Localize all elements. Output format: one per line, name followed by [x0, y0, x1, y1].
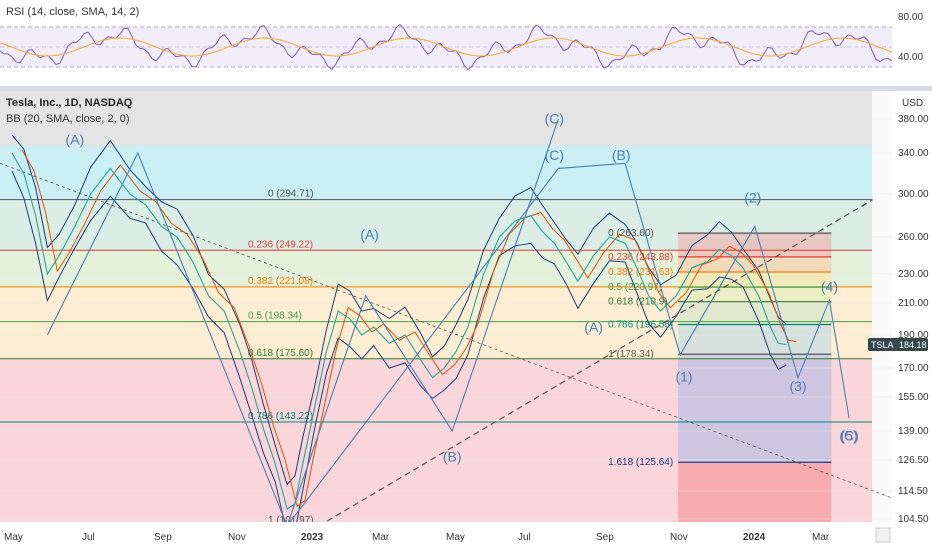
currency-label: USD [902, 98, 923, 109]
price-axis[interactable] [892, 91, 932, 550]
downtrend-line [0, 162, 893, 499]
fib-right-label-0.382: 0.382 (231.63) [608, 267, 673, 278]
fib-right-label-1: 1 (178.34) [608, 349, 654, 360]
bollinger-bands [11, 134, 797, 535]
fib-right-zone [678, 287, 832, 302]
settings-icon[interactable] [875, 527, 891, 543]
price-tag: TSLA 184.18 [868, 338, 928, 351]
zone-band [0, 91, 872, 146]
price-tick: 260.00 [898, 232, 929, 243]
price-tag-symbol: TSLA [871, 340, 894, 350]
fib-right-label-0.618: 0.618 (210.9) [608, 297, 668, 308]
fib-extension-zone [678, 462, 832, 522]
price-tick: 155.00 [898, 392, 929, 403]
grid [0, 118, 892, 520]
fib-right-label-1.618: 1.618 (125.64) [608, 457, 673, 468]
time-tick: Mar [812, 532, 830, 543]
wave-label: (1) [675, 369, 692, 385]
indicator-legend: BB (20, SMA, close, 2, 0) [6, 113, 130, 125]
wave-label: (2) [744, 190, 761, 206]
bb-upper [11, 134, 787, 486]
wave-label: (A) [66, 132, 85, 148]
bb-basis [21, 149, 797, 508]
rsi-pane: RSI (14, close, SMA, 14, 2) 80.00 40.00 [0, 0, 923, 86]
price-tick: 380.00 [898, 114, 929, 125]
price-line [11, 152, 787, 511]
time-axis[interactable] [0, 522, 892, 550]
rsi-line [0, 23, 893, 71]
wave-label: (B) [443, 448, 462, 464]
rsi-legend: RSI (14, close, SMA, 14, 2) [6, 6, 139, 18]
fib-left-label-0: 0 (294.71) [268, 189, 314, 200]
wave-label: (C) [545, 147, 564, 163]
rsi-sma-line [0, 37, 893, 57]
price-tick: 340.00 [898, 148, 929, 159]
uptrend-line [318, 199, 873, 527]
time-tick: Sep [154, 532, 172, 543]
pane-divider[interactable] [0, 86, 932, 91]
wave-label: (3) [789, 378, 806, 394]
fib-right-zone [678, 271, 832, 288]
price-tick: 114.50 [898, 486, 928, 497]
fib-left-label-0.236: 0.236 (249.22) [248, 239, 313, 250]
wave-path-primary [46, 118, 559, 528]
time-axis-ticks: May Jul Sep Nov 2023 Mar May Jul Sep Nov 2024 Mar [4, 532, 830, 543]
time-tick: Jul [82, 532, 95, 543]
fib-right-label-0.236: 0.236 (243.88) [608, 252, 673, 263]
price-axis-ticks: 380.00 340.00 300.00 260.00 230.00 210.00 190.… [898, 114, 929, 525]
time-tick: Mar [372, 532, 390, 543]
price-tag-value: 184.18 [899, 340, 927, 350]
time-tick: 2024 [743, 532, 766, 543]
wave-path-secondary [286, 162, 850, 527]
fib-left-label-0.618: 0.618 (175.60) [248, 348, 313, 359]
wave-label: (4) [821, 278, 838, 294]
time-tick: 2023 [301, 532, 324, 543]
trendlines[interactable] [0, 162, 893, 527]
fib-right-zone [678, 354, 832, 463]
price-tick: 170.00 [898, 363, 929, 374]
time-tick: May [446, 532, 465, 543]
rsi-tick-80: 80.00 [898, 12, 923, 23]
fib-left-label-0.5: 0.5 (198.34) [248, 311, 302, 322]
chart-title: Tesla, Inc., 1D, NASDAQ [6, 97, 133, 109]
fib-left-label-0.382: 0.382 (221.08) [248, 276, 313, 287]
background-zones [0, 91, 892, 522]
elliott-wave-lines[interactable] [46, 118, 850, 528]
fib-left-label-0.786: 0.786 (143.22) [248, 411, 313, 422]
wave-label: (5) [841, 427, 858, 443]
time-tick: Jul [518, 532, 531, 543]
wave-label: (A) [584, 319, 603, 335]
wave-label: (C) [839, 427, 858, 443]
wave-label: (B) [612, 147, 631, 163]
fib-right-label-0.786: 0.786 (196.58) [608, 319, 673, 330]
price-tick: 210.00 [898, 298, 929, 309]
zone-band [0, 146, 872, 200]
bb-lower [11, 170, 787, 535]
wave-label: (C) [545, 110, 564, 126]
price-tick: 139.00 [898, 426, 929, 437]
time-tick: Sep [596, 532, 614, 543]
time-tick: May [4, 532, 23, 543]
fib-right-zone [678, 233, 832, 257]
time-tick: Nov [670, 532, 688, 543]
time-tick: Nov [228, 532, 246, 543]
rsi-tick-40: 40.00 [898, 52, 923, 63]
wave-labels: (A)(A)(B)(C)(C) (B)(A)(1)(2)(3)(4)(5)(C) [66, 110, 859, 464]
price-tick: 230.00 [898, 269, 929, 280]
price-tick: 104.50 [898, 514, 929, 525]
fib-right-zone [678, 324, 832, 355]
price-tick: 300.00 [898, 189, 929, 200]
price-tick: 126.50 [898, 455, 929, 466]
wave-label: (A) [360, 226, 379, 242]
price-tick: 190.00 [898, 330, 929, 341]
